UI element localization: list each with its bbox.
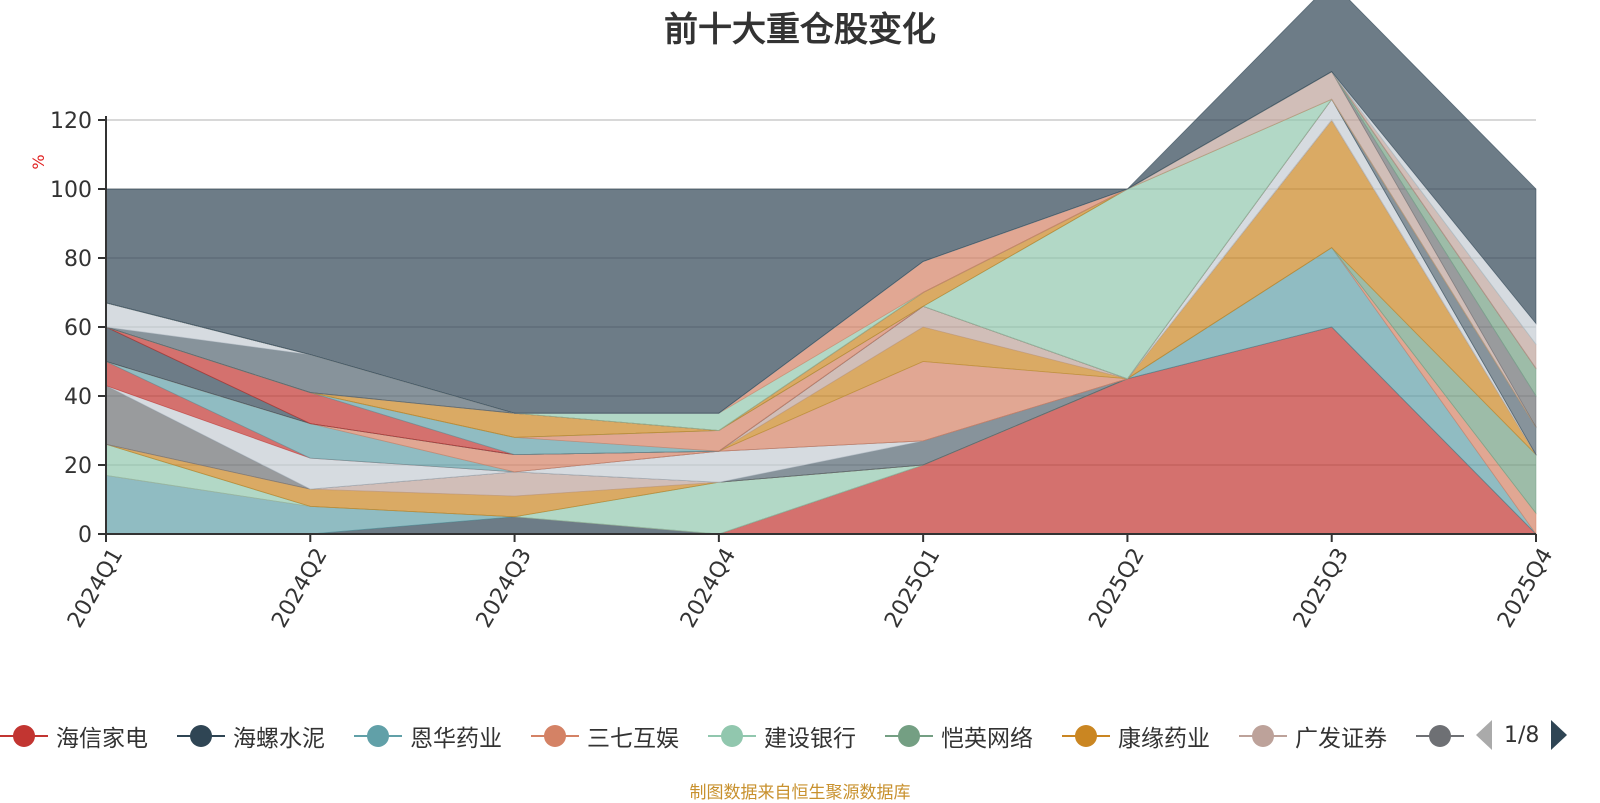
- x-tick-label: 2024Q2: [267, 544, 332, 632]
- legend-label: 建设银行: [764, 726, 856, 752]
- x-tick-label: 2025Q4: [1493, 544, 1558, 632]
- legend-marker-icon: [1062, 721, 1110, 751]
- legend-marker-icon: [1239, 721, 1287, 751]
- legend-label: 三七互娱: [587, 726, 679, 752]
- legend-marker-icon: [1416, 721, 1464, 751]
- legend-item[interactable]: 广发证券: [1239, 716, 1387, 756]
- x-tick-label: 2025Q3: [1289, 544, 1354, 632]
- legend-page-indicator: 1/8: [1504, 722, 1540, 748]
- x-tick-label: 2024Q1: [63, 544, 128, 632]
- area-series-40: [105, 0, 1537, 414]
- y-tick-label: 80: [64, 247, 92, 272]
- y-tick-label: 120: [50, 109, 92, 134]
- x-tick-label: 2025Q2: [1084, 544, 1149, 632]
- x-tick-label: 2025Q1: [880, 544, 945, 632]
- y-tick-label: 20: [64, 454, 92, 479]
- legend-item[interactable]: 建设银行: [708, 716, 856, 756]
- legend-pager: 1/8: [1476, 718, 1568, 752]
- y-tick-label: 100: [50, 178, 92, 203]
- x-tick-label: 2024Q4: [676, 544, 741, 632]
- legend-item[interactable]: 三七互娱: [531, 716, 679, 756]
- legend-label: 恩华药业: [410, 726, 502, 752]
- legend-item[interactable]: 海螺水泥: [177, 716, 325, 756]
- legend-item[interactable]: 康缘药业: [1062, 716, 1210, 756]
- legend-item[interactable]: 海信家电: [0, 716, 148, 756]
- legend-marker-icon: [885, 721, 933, 751]
- legend: 海信家电 海螺水泥 恩华药业 三七互娱 建设银行 恺英网络 康缘药业 广发证券 ：: [0, 716, 1475, 756]
- legend-marker-icon: [708, 721, 756, 751]
- legend-marker-icon: [354, 721, 402, 751]
- x-tick-label: 2024Q3: [472, 544, 537, 632]
- y-tick-label: 0: [78, 523, 92, 548]
- legend-item[interactable]: ：: [1416, 716, 1475, 756]
- legend-label: ：: [1472, 719, 1475, 753]
- legend-prev-page-icon[interactable]: [1476, 720, 1492, 750]
- source-note: 制图数据来自恒生聚源数据库: [689, 783, 911, 803]
- stacked-area-chart: 0 20 40 60 80 100 120 2024Q1 2024Q2 2024Q3 2024Q4 2…: [29, 0, 1558, 632]
- y-tick-label: 40: [64, 385, 92, 410]
- legend-label: 海螺水泥: [233, 726, 325, 752]
- legend-marker-icon: [0, 721, 48, 751]
- legend-next-page-icon[interactable]: [1551, 720, 1568, 750]
- y-tick-label: 60: [64, 316, 92, 341]
- legend-marker-icon: [177, 721, 225, 751]
- legend-label: 广发证券: [1295, 726, 1387, 752]
- legend-item[interactable]: 恩华药业: [354, 716, 502, 756]
- area-series: [105, 0, 1537, 536]
- legend-label: 恺英网络: [941, 726, 1033, 752]
- legend-label: 康缘药业: [1118, 726, 1210, 752]
- legend-label: 海信家电: [56, 726, 148, 752]
- legend-marker-icon: [531, 721, 579, 751]
- y-axis-unit: %: [29, 154, 48, 169]
- chart-title: 前十大重仓股变化: [664, 10, 936, 50]
- legend-item[interactable]: 恺英网络: [885, 716, 1033, 756]
